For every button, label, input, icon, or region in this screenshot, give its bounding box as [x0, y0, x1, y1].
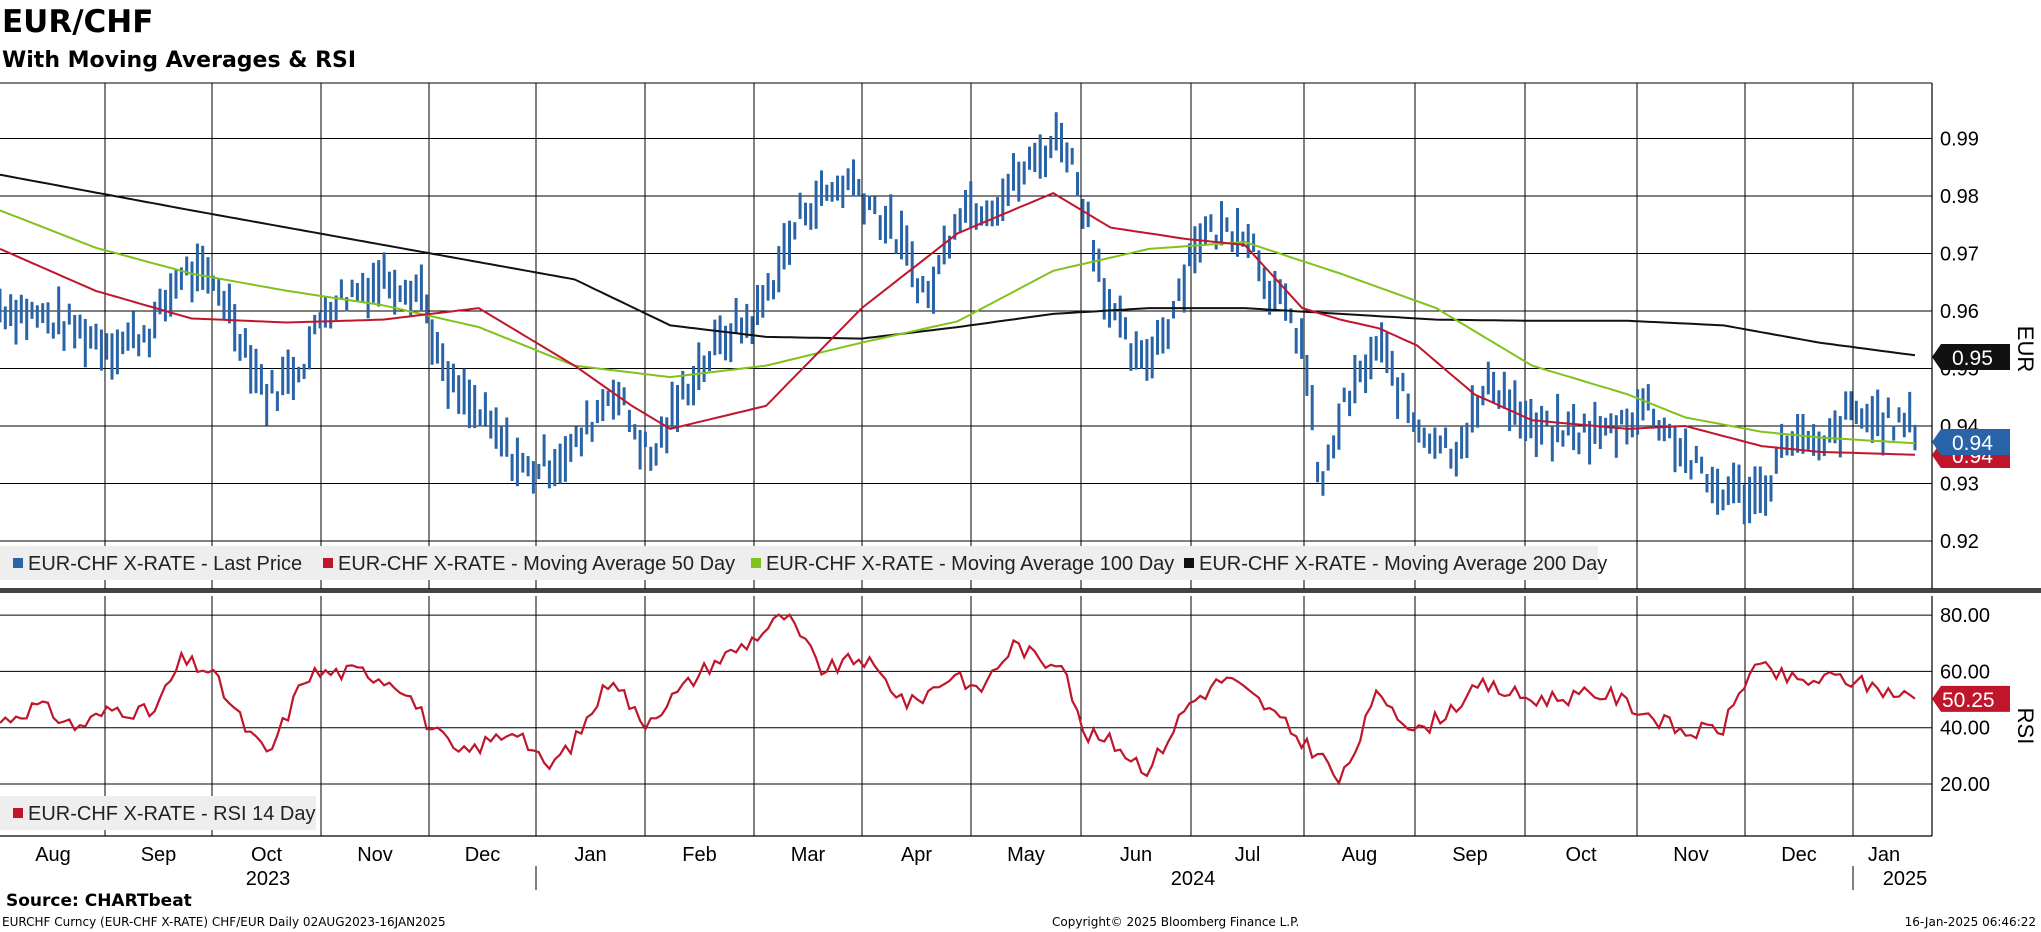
x-month-label: Jun: [1120, 844, 1152, 866]
price-ytick-label: 0.92: [1940, 531, 1979, 553]
legend-label: EUR-CHF X-RATE - Moving Average 100 Day: [766, 553, 1174, 575]
x-month-label: Sep: [141, 844, 177, 866]
rsi-ytick-label: 20.00: [1940, 774, 1990, 796]
rsi-legend-swatch: [13, 808, 23, 818]
ma200-last-label-bg: [1932, 344, 2010, 370]
x-month-label: Oct: [251, 844, 283, 866]
legend-label: EUR-CHF X-RATE - Moving Average 200 Day: [1199, 553, 1607, 575]
rsi-ytick-label: 40.00: [1940, 718, 1990, 740]
x-year-label: 2025: [1883, 868, 1928, 890]
price-ytick-label: 0.97: [1940, 244, 1979, 266]
legend-item: EUR-CHF X-RATE - Last Price: [13, 553, 302, 575]
chart-title: EUR/CHF: [2, 4, 153, 40]
x-year-label: 2024: [1171, 868, 1216, 890]
price-ytick-label: 0.98: [1940, 186, 1979, 208]
legend-item: EUR-CHF X-RATE - Moving Average 50 Day: [323, 553, 735, 575]
rsi-panel: 20.00 40.00 60.00 80.00 RSI 50.25 EUR-CHF X-RA…: [0, 596, 2038, 837]
price-legend-bg: [0, 546, 1598, 580]
x-year-label: 2023: [246, 868, 291, 890]
price-ylabel: EUR: [2013, 326, 2038, 372]
price-last-label-text: 0.94: [1952, 432, 1993, 455]
ma50-line: [0, 191, 1916, 456]
x-month-label: Feb: [682, 844, 716, 866]
x-month-label: Apr: [901, 844, 932, 866]
x-month-label: Jan: [1868, 844, 1900, 866]
price-panel: 0.920.930.940.950.960.970.980.99EUR0.950…: [0, 82, 2041, 593]
legend-item: EUR-CHF X-RATE - Moving Average 200 Day: [1184, 553, 1607, 575]
timestamp: 16-Jan-2025 06:46:22: [1905, 915, 2036, 929]
x-month-label: Aug: [1342, 844, 1378, 866]
panel-separator: [0, 588, 2041, 593]
rsi-legend-bg: [0, 796, 316, 830]
security-description: EURCHF Curncy (EUR-CHF X-RATE) CHF/EUR D…: [2, 915, 446, 929]
legend-item: EUR-CHF X-RATE - Moving Average 100 Day: [751, 553, 1174, 575]
legend-swatch: [1184, 558, 1194, 568]
legend-swatch: [13, 558, 23, 568]
chart-subtitle: With Moving Averages & RSI: [2, 48, 356, 73]
price-last-label-bg: [1932, 429, 2010, 455]
price-ytick-label: 0.93: [1940, 474, 1979, 496]
x-month-label: Oct: [1565, 844, 1597, 866]
x-month-label: Nov: [1673, 844, 1709, 866]
x-axis: Aug Sep Oct Nov Dec Jan Feb Mar Apr May Jun Jul Aug S…: [35, 844, 1927, 890]
rsi-ylabel: RSI: [2013, 708, 2038, 745]
ma200-line: [0, 173, 1916, 357]
x-month-label: Mar: [791, 844, 826, 866]
rsi-legend-label: EUR-CHF X-RATE - RSI 14 Day: [28, 803, 315, 825]
x-month-label: Dec: [1781, 844, 1817, 866]
rsi-last-label-text: 50.25: [1942, 689, 1995, 712]
ma100-line: [0, 209, 1916, 445]
rsi-line: [0, 613, 1916, 786]
source-label: Source: CHARTbeat: [6, 891, 192, 911]
legend-label: EUR-CHF X-RATE - Moving Average 50 Day: [338, 553, 735, 575]
x-month-label: Sep: [1452, 844, 1488, 866]
price-ytick-label: 0.96: [1940, 301, 1979, 323]
x-month-label: May: [1007, 844, 1045, 866]
x-month-label: Dec: [465, 844, 501, 866]
legend-swatch: [323, 558, 333, 568]
rsi-ytick-label: 60.00: [1940, 661, 1990, 683]
ma200-last-label: 0.95: [1932, 344, 2010, 370]
legend-label: EUR-CHF X-RATE - Last Price: [28, 553, 302, 575]
price-bars: [0, 112, 1917, 525]
legend-swatch: [751, 558, 761, 568]
copyright: Copyright© 2025 Bloomberg Finance L.P.: [1052, 915, 1299, 929]
ma200-last-label-text: 0.95: [1952, 347, 1993, 370]
price-ytick-label: 0.99: [1940, 129, 1979, 151]
rsi-last-label-bg: [1932, 685, 2010, 712]
rsi-ytick-label: 80.00: [1940, 605, 1990, 627]
x-month-label: Jan: [574, 844, 606, 866]
x-month-label: Jul: [1235, 844, 1261, 866]
price-last-label: 0.94: [1932, 429, 2010, 455]
x-month-label: Aug: [35, 844, 71, 866]
x-month-label: Nov: [357, 844, 393, 866]
rsi-last-label: 50.25: [1932, 685, 2010, 712]
